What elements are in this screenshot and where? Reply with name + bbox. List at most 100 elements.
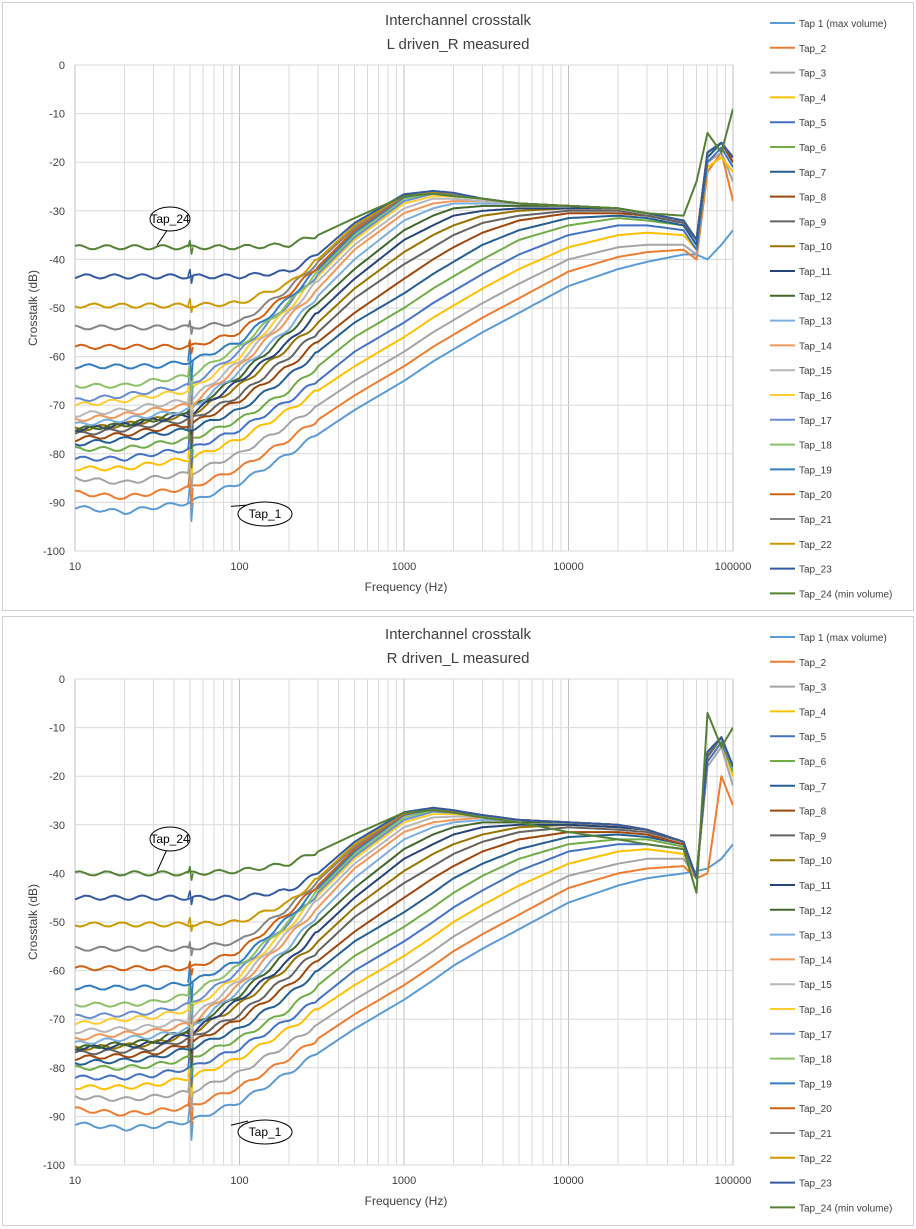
legend-item: Tap_23 [770,1179,832,1190]
series-line [75,108,733,251]
legend: Tap 1 (max volume) Tap_2 Tap_3 Tap_4 Tap_5 Ta… [770,633,892,1214]
legend-item: Tap_5 [770,118,827,129]
legend-label: Tap_10 [799,242,832,253]
y-tick-label: -40 [49,254,65,266]
legend-label: Tap_12 [799,292,832,303]
legend-item: Tap_14 [770,955,832,966]
y-tick-label: -90 [49,497,65,509]
y-tick-label: -100 [43,1160,65,1172]
legend-item: Tap_10 [770,856,832,867]
chart-title-line2: R driven_L measured [387,650,530,667]
legend-item: Tap_3 [770,69,827,80]
y-tick-label: -60 [49,966,65,978]
legend-label: Tap_18 [799,441,832,452]
y-tick-label: -10 [49,109,65,121]
callout-tap1: Tap_1 [230,1119,293,1145]
series-spike [187,890,194,906]
legend-item: Tap_19 [770,465,832,476]
y-tick-label: -40 [49,868,65,880]
y-tick-label: -20 [49,157,65,169]
legend-item: Tap_18 [770,441,832,452]
legend-item: Tap_3 [770,683,827,694]
y-tick-label: 0 [59,60,65,72]
legend-label: Tap_23 [799,1179,832,1190]
legend-item: Tap_7 [770,168,827,179]
callout-text: Tap_1 [249,1125,282,1139]
legend-item: Tap_6 [770,757,827,768]
x-tick-label: 1000 [392,1175,416,1187]
y-tick-label: -60 [49,352,65,364]
legend-item: Tap_22 [770,1154,832,1165]
legend-item: Tap_17 [770,1030,832,1041]
chart-title-line1: Interchannel crosstalk [385,626,531,643]
series-spike [187,960,194,976]
x-tick-label: 100 [230,561,248,573]
series-group [75,108,733,522]
legend-label: Tap_11 [799,267,832,278]
legend-label: Tap_22 [799,1154,832,1165]
legend-label: Tap_5 [799,732,827,743]
x-tick-label: 100000 [715,561,752,573]
series-spike [187,341,194,381]
legend-item: Tap_4 [770,93,827,104]
callout-tap1: Tap_1 [230,501,293,527]
legend-item: Tap_9 [770,217,827,228]
legend-label: Tap_9 [799,831,827,842]
legend-label: Tap_5 [799,118,827,129]
legend-label: Tap_6 [799,143,827,154]
legend-label: Tap_7 [799,782,827,793]
series-spike [187,339,194,355]
legend-label: Tap 1 (max volume) [799,633,887,644]
y-tick-label: -100 [43,546,65,558]
legend-item: Tap_10 [770,242,832,253]
legend-label: Tap_7 [799,168,827,179]
x-tick-label: 100 [230,1175,248,1187]
series-spike [187,268,194,284]
legend-item: Tap_6 [770,143,827,154]
y-tick-label: -70 [49,400,65,412]
x-axis-label: Frequency (Hz) [365,580,448,594]
legend-label: Tap_12 [799,906,832,917]
legend-item: Tap_23 [770,565,832,576]
series-spike [187,941,194,957]
x-tick-label: 10000 [553,1175,584,1187]
legend-label: Tap_11 [799,881,832,892]
legend-item: Tap_11 [770,881,832,892]
y-tick-label: -30 [49,820,65,832]
legend-item: Tap_12 [770,906,832,917]
legend-item: Tap_4 [770,707,827,718]
legend-label: Tap_4 [799,707,827,718]
legend-label: Tap_15 [799,980,832,991]
legend-item: Tap_20 [770,1104,832,1115]
x-tick-label: 1000 [392,561,416,573]
legend-item: Tap_9 [770,831,827,842]
legend-item: Tap_17 [770,416,832,427]
callout-ellipse [237,501,293,527]
y-tick-label: -90 [49,1111,65,1123]
series-line [75,775,733,1117]
legend-item: Tap_2 [770,44,827,55]
legend-label: Tap_13 [799,931,832,942]
legend-item: Tap_21 [770,1129,832,1140]
chart-panel-top: 0 -10 -20 -30 -40 -50 -60 -70 -80 -90 -100 10 100 100… [2,2,914,611]
legend-label: Tap_13 [799,317,832,328]
callout-text: Tap_24 [150,212,190,226]
legend-item: Tap_20 [770,490,832,501]
series-spike [187,865,194,881]
legend-label: Tap_19 [799,465,832,476]
legend-label: Tap 1 (max volume) [799,19,887,30]
legend-item: Tap_21 [770,515,832,526]
legend-label: Tap_6 [799,757,827,768]
legend-item: Tap 1 (max volume) [770,633,887,644]
legend-item: Tap_2 [770,658,827,669]
legend-label: Tap_24 (min volume) [799,589,892,600]
y-axis-label: Crosstalk (dB) [26,884,40,960]
legend-item: Tap_18 [770,1055,832,1066]
series-line [75,712,733,894]
legend-label: Tap_24 (min volume) [799,1203,892,1214]
y-tick-label: -80 [49,449,65,461]
legend-item: Tap_8 [770,193,827,204]
legend-item: Tap_14 [770,341,832,352]
callout-leader [230,504,249,507]
callout-ellipse [149,826,191,852]
